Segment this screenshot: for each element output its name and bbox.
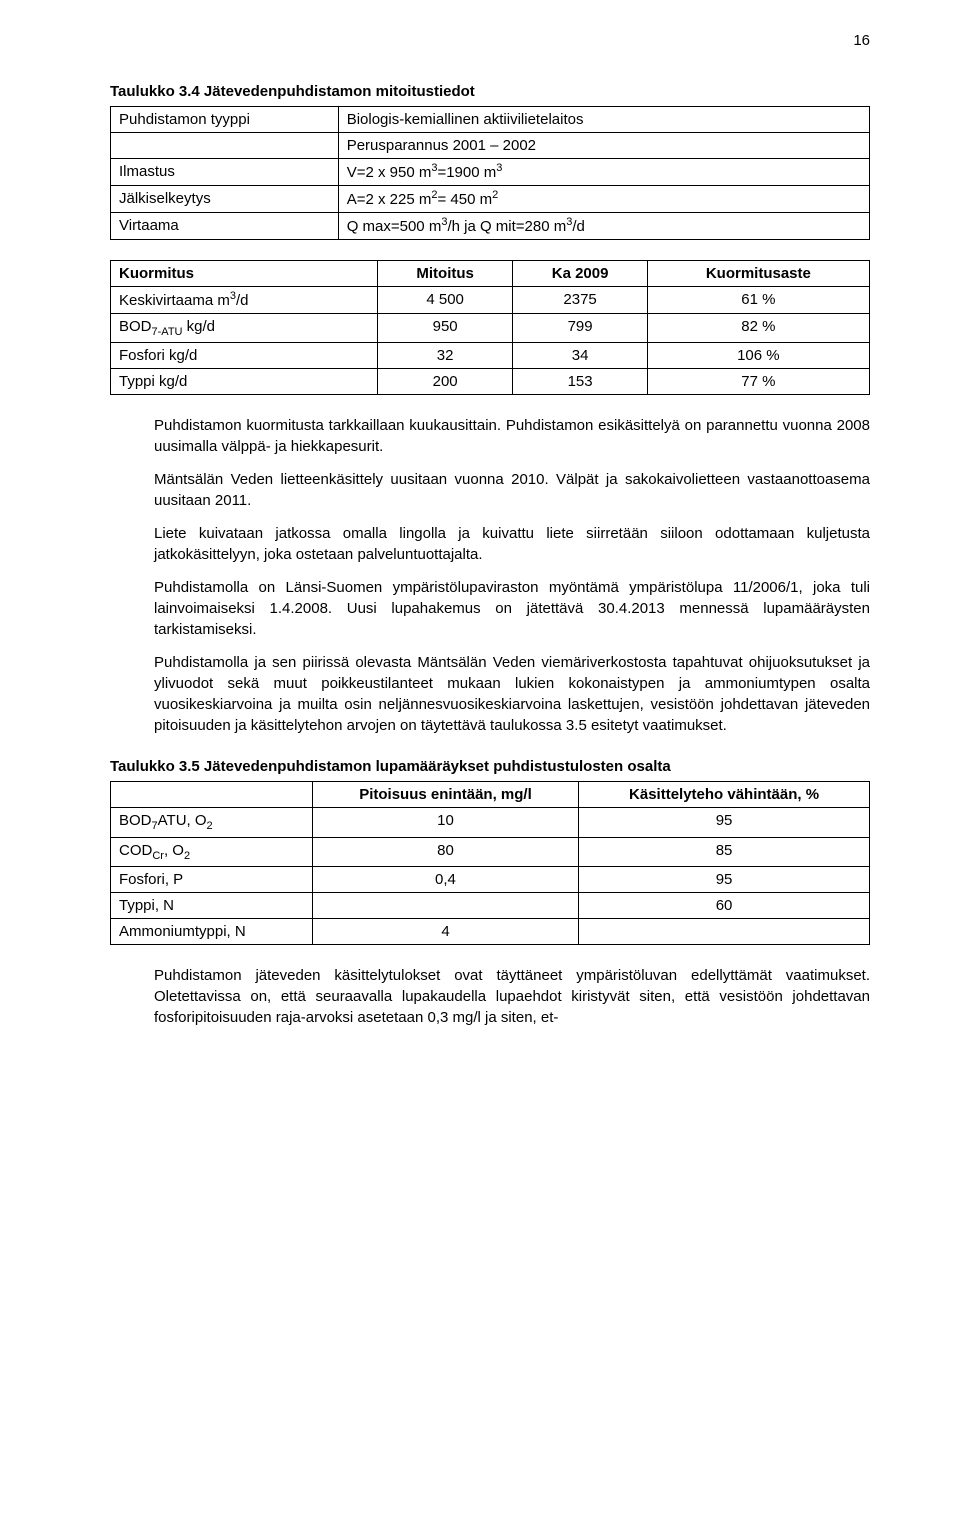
cell: Typpi, N — [111, 893, 313, 919]
cell: 61 % — [647, 287, 869, 314]
paragraph: Liete kuivataan jatkossa omalla lingolla… — [154, 523, 870, 565]
table-row: Typpi kg/d 200 153 77 % — [111, 369, 870, 395]
cell: Fosfori, P — [111, 867, 313, 893]
cell: BOD7-ATU kg/d — [111, 314, 378, 343]
cell: 34 — [513, 343, 647, 369]
cell: 80 — [312, 837, 578, 866]
cell: 950 — [377, 314, 513, 343]
paragraph: Puhdistamolla ja sen piirissä olevasta M… — [154, 652, 870, 736]
cell: 95 — [579, 867, 870, 893]
cell: 32 — [377, 343, 513, 369]
cell: Q max=500 m3/h ja Q mit=280 m3/d — [338, 213, 869, 240]
table-row: Puhdistamon tyyppi Biologis-kemiallinen … — [111, 107, 870, 133]
table-row: Fosfori, P 0,4 95 — [111, 867, 870, 893]
cell: 85 — [579, 837, 870, 866]
table-row: Fosfori kg/d 32 34 106 % — [111, 343, 870, 369]
table-row: BOD7ATU, O2 10 95 — [111, 808, 870, 837]
header-cell: Pitoisuus enintään, mg/l — [312, 782, 578, 808]
paragraph: Puhdistamon kuormitusta tarkkaillaan kuu… — [154, 415, 870, 457]
header-cell — [111, 782, 313, 808]
table-row: Jälkiselkeytys A=2 x 225 m2= 450 m2 — [111, 186, 870, 213]
header-cell: Kuormitus — [111, 261, 378, 287]
table-row: Virtaama Q max=500 m3/h ja Q mit=280 m3/… — [111, 213, 870, 240]
table-header-row: Pitoisuus enintään, mg/l Käsittelyteho v… — [111, 782, 870, 808]
table-row: Ilmastus V=2 x 950 m3=1900 m3 — [111, 159, 870, 186]
table-row: Perusparannus 2001 – 2002 — [111, 133, 870, 159]
table34: Puhdistamon tyyppi Biologis-kemiallinen … — [110, 106, 870, 240]
cell — [579, 919, 870, 945]
cell: V=2 x 950 m3=1900 m3 — [338, 159, 869, 186]
table-kuormitus: Kuormitus Mitoitus Ka 2009 Kuormitusaste… — [110, 260, 870, 395]
header-cell: Käsittelyteho vähintään, % — [579, 782, 870, 808]
cell: Puhdistamon tyyppi — [111, 107, 339, 133]
table-row: Ammoniumtyppi, N 4 — [111, 919, 870, 945]
cell: 4 500 — [377, 287, 513, 314]
table35-title: Taulukko 3.5 Jätevedenpuhdistamon lupamä… — [110, 756, 870, 777]
table-row: BOD7-ATU kg/d 950 799 82 % — [111, 314, 870, 343]
cell — [312, 893, 578, 919]
cell: Typpi kg/d — [111, 369, 378, 395]
cell: A=2 x 225 m2= 450 m2 — [338, 186, 869, 213]
table-row: CODCr, O2 80 85 — [111, 837, 870, 866]
cell: 82 % — [647, 314, 869, 343]
header-cell: Ka 2009 — [513, 261, 647, 287]
cell: 2375 — [513, 287, 647, 314]
cell: CODCr, O2 — [111, 837, 313, 866]
cell: BOD7ATU, O2 — [111, 808, 313, 837]
cell: 200 — [377, 369, 513, 395]
cell: 10 — [312, 808, 578, 837]
cell: Biologis-kemiallinen aktiivilietelaitos — [338, 107, 869, 133]
table35: Pitoisuus enintään, mg/l Käsittelyteho v… — [110, 781, 870, 945]
table-row: Typpi, N 60 — [111, 893, 870, 919]
paragraph: Mäntsälän Veden lietteenkäsittely uusita… — [154, 469, 870, 511]
header-cell: Mitoitus — [377, 261, 513, 287]
cell: Fosfori kg/d — [111, 343, 378, 369]
cell: 106 % — [647, 343, 869, 369]
paragraph: Puhdistamolla on Länsi-Suomen ympäristöl… — [154, 577, 870, 640]
cell: Perusparannus 2001 – 2002 — [338, 133, 869, 159]
cell: Jälkiselkeytys — [111, 186, 339, 213]
cell: 77 % — [647, 369, 869, 395]
cell: 4 — [312, 919, 578, 945]
cell: 60 — [579, 893, 870, 919]
paragraph: Puhdistamon jäteveden käsittelytulokset … — [154, 965, 870, 1028]
page-number: 16 — [110, 30, 870, 51]
cell: Ammoniumtyppi, N — [111, 919, 313, 945]
cell: 0,4 — [312, 867, 578, 893]
cell: 799 — [513, 314, 647, 343]
table34-title: Taulukko 3.4 Jätevedenpuhdistamon mitoit… — [110, 81, 870, 102]
cell: Ilmastus — [111, 159, 339, 186]
table-header-row: Kuormitus Mitoitus Ka 2009 Kuormitusaste — [111, 261, 870, 287]
cell — [111, 133, 339, 159]
cell: Keskivirtaama m3/d — [111, 287, 378, 314]
header-cell: Kuormitusaste — [647, 261, 869, 287]
cell: 95 — [579, 808, 870, 837]
cell: 153 — [513, 369, 647, 395]
cell: Virtaama — [111, 213, 339, 240]
table-row: Keskivirtaama m3/d 4 500 2375 61 % — [111, 287, 870, 314]
